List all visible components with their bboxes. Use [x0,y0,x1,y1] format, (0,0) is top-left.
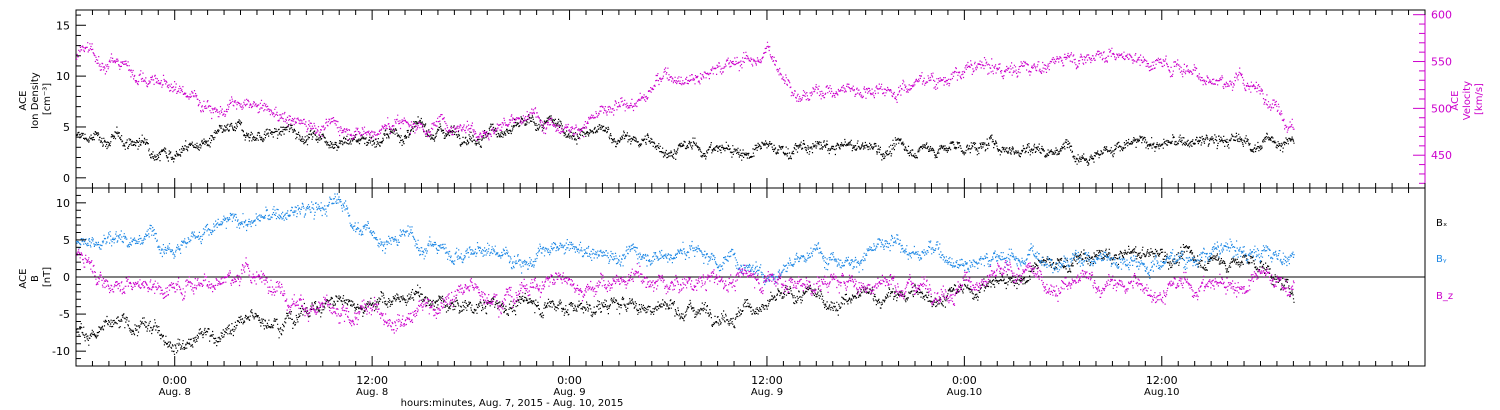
date-tick-label: Aug. 9 [751,387,783,398]
b-axis-ticks: -10 -5 0 5 10 [52,187,86,367]
density-axis-title-line-2: Ion Density [30,72,41,129]
legend: Bₓ Bᵧ B_z [1436,218,1453,302]
legend-bx: Bₓ [1436,218,1447,229]
velocity-tick-label: 500 [1431,102,1452,115]
bz-points [76,249,1295,334]
density-tick-label: 5 [63,121,70,134]
bx-series [76,244,1295,355]
b-tick-label: 10 [56,197,70,210]
density-tick-label: 10 [56,70,70,83]
time-tick-label: 0:00 [162,374,187,387]
velocity-axis-title-line-3: [km/s] [1474,83,1485,115]
bz-series [76,249,1295,334]
b-tick-label: -5 [59,308,70,321]
velocity-tick-label: 550 [1431,56,1452,69]
density-points [76,114,1295,166]
bottom-panel: -10 -5 0 5 10 ACE B [nT] Bₓ Bᵧ B_z [18,187,1453,367]
velocity-axis-title-line-1: ACE [1450,91,1461,111]
by-points [76,193,1295,286]
density-axis-title-line-3: [cm⁻³] [42,83,53,115]
top-panel-frame [75,9,1426,189]
date-tick-label: Aug. 8 [159,387,191,398]
time-tick-label: 12:00 [1146,374,1178,387]
b-tick-label: -10 [52,345,70,358]
velocity-axis-title: ACE Velocity [km/s] [1450,78,1485,120]
bx-points [76,244,1295,355]
legend-bz: B_z [1436,291,1453,302]
date-tick-label: Aug.10 [947,387,982,398]
b-axis-title-line-2: B [30,275,41,282]
velocity-tick-label: 600 [1431,9,1452,22]
time-tick-label: 12:00 [751,374,783,387]
density-tick-label: 0 [63,172,70,185]
by-series [76,193,1295,286]
density-series [76,114,1295,166]
time-tick-label: 12:00 [356,374,388,387]
density-axis-title-line-1: ACE [18,91,29,111]
density-tick-label: 15 [56,19,70,32]
velocity-axis-title-line-2: Velocity [1462,81,1473,120]
time-axis-title: hours:minutes, Aug. 7, 2015 - Aug. 10, 2… [401,398,624,409]
velocity-points [76,41,1295,142]
b-axis-title-line-3: [nT] [42,267,53,287]
b-tick-label: 5 [63,234,70,247]
date-tick-label: Aug. 8 [356,387,388,398]
time-tick-label: 0:00 [557,374,582,387]
velocity-tick-label: 450 [1431,149,1452,162]
top-panel: 0 5 10 15 450 500 550 600 ACE Ion Density [cm⁻… [18,9,1485,189]
b-tick-label: 0 [63,271,70,284]
b-axis-title-line-1: ACE [18,269,29,289]
velocity-series [76,41,1295,142]
density-axis-title: ACE Ion Density [cm⁻³] [18,69,53,129]
b-axis-title: ACE B [nT] [18,265,53,288]
density-axis-ticks: 0 5 10 15 [56,14,86,189]
date-tick-label: Aug.10 [1144,387,1179,398]
time-tick-label: 0:00 [952,374,977,387]
velocity-axis-ticks: 450 500 550 600 [1413,9,1452,188]
legend-by: Bᵧ [1436,254,1447,265]
date-tick-label: Aug. 9 [553,387,585,398]
